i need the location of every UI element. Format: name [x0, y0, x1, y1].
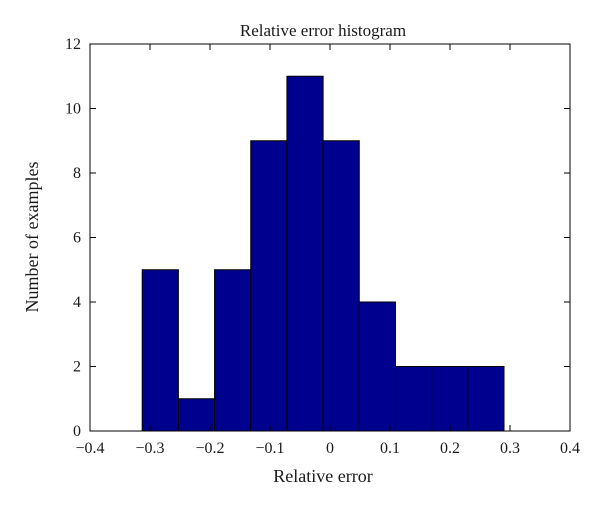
histogram-bar [322, 140, 360, 432]
histogram-bar [286, 75, 324, 432]
x-tick-label: −0.1 [255, 440, 284, 457]
histogram-bar [141, 269, 179, 432]
y-tick-labels: 0 2 4 6 8 10 12 [65, 36, 81, 440]
x-tick-label: −0.2 [195, 440, 224, 457]
axis-ticks [89, 43, 571, 432]
x-tick-label: −0.4 [75, 440, 104, 457]
x-tick-label: −0.3 [135, 440, 164, 457]
histogram-bar [431, 366, 469, 432]
histogram-bar [358, 301, 396, 432]
histogram-bar [177, 398, 216, 432]
y-tick-label: 4 [73, 294, 81, 311]
x-tick-label: 0.2 [440, 440, 460, 457]
x-tick-label: 0.3 [500, 440, 520, 457]
y-axis-label: Number of examples [22, 162, 42, 313]
x-tick-label: 0.1 [380, 440, 400, 457]
histogram-bar [214, 269, 252, 432]
y-tick-label: 0 [73, 423, 81, 440]
chart-title: Relative error histogram [240, 21, 406, 40]
histogram-bar [250, 140, 288, 432]
y-tick-label: 10 [65, 101, 81, 118]
histogram-bar [394, 366, 433, 432]
y-tick-label: 2 [73, 359, 81, 376]
x-tick-label: 0 [326, 440, 334, 457]
y-tick-label: 12 [65, 36, 81, 53]
x-tick-label: 0.4 [560, 440, 580, 457]
y-tick-label: 6 [73, 230, 81, 247]
histogram-bars [141, 75, 505, 432]
x-tick-labels: −0.4 −0.3 −0.2 −0.1 0 0.1 0.2 0.3 0.4 [75, 440, 580, 457]
y-tick-label: 8 [73, 165, 81, 182]
histogram-bar [467, 366, 505, 432]
x-axis-label: Relative error [273, 466, 372, 486]
